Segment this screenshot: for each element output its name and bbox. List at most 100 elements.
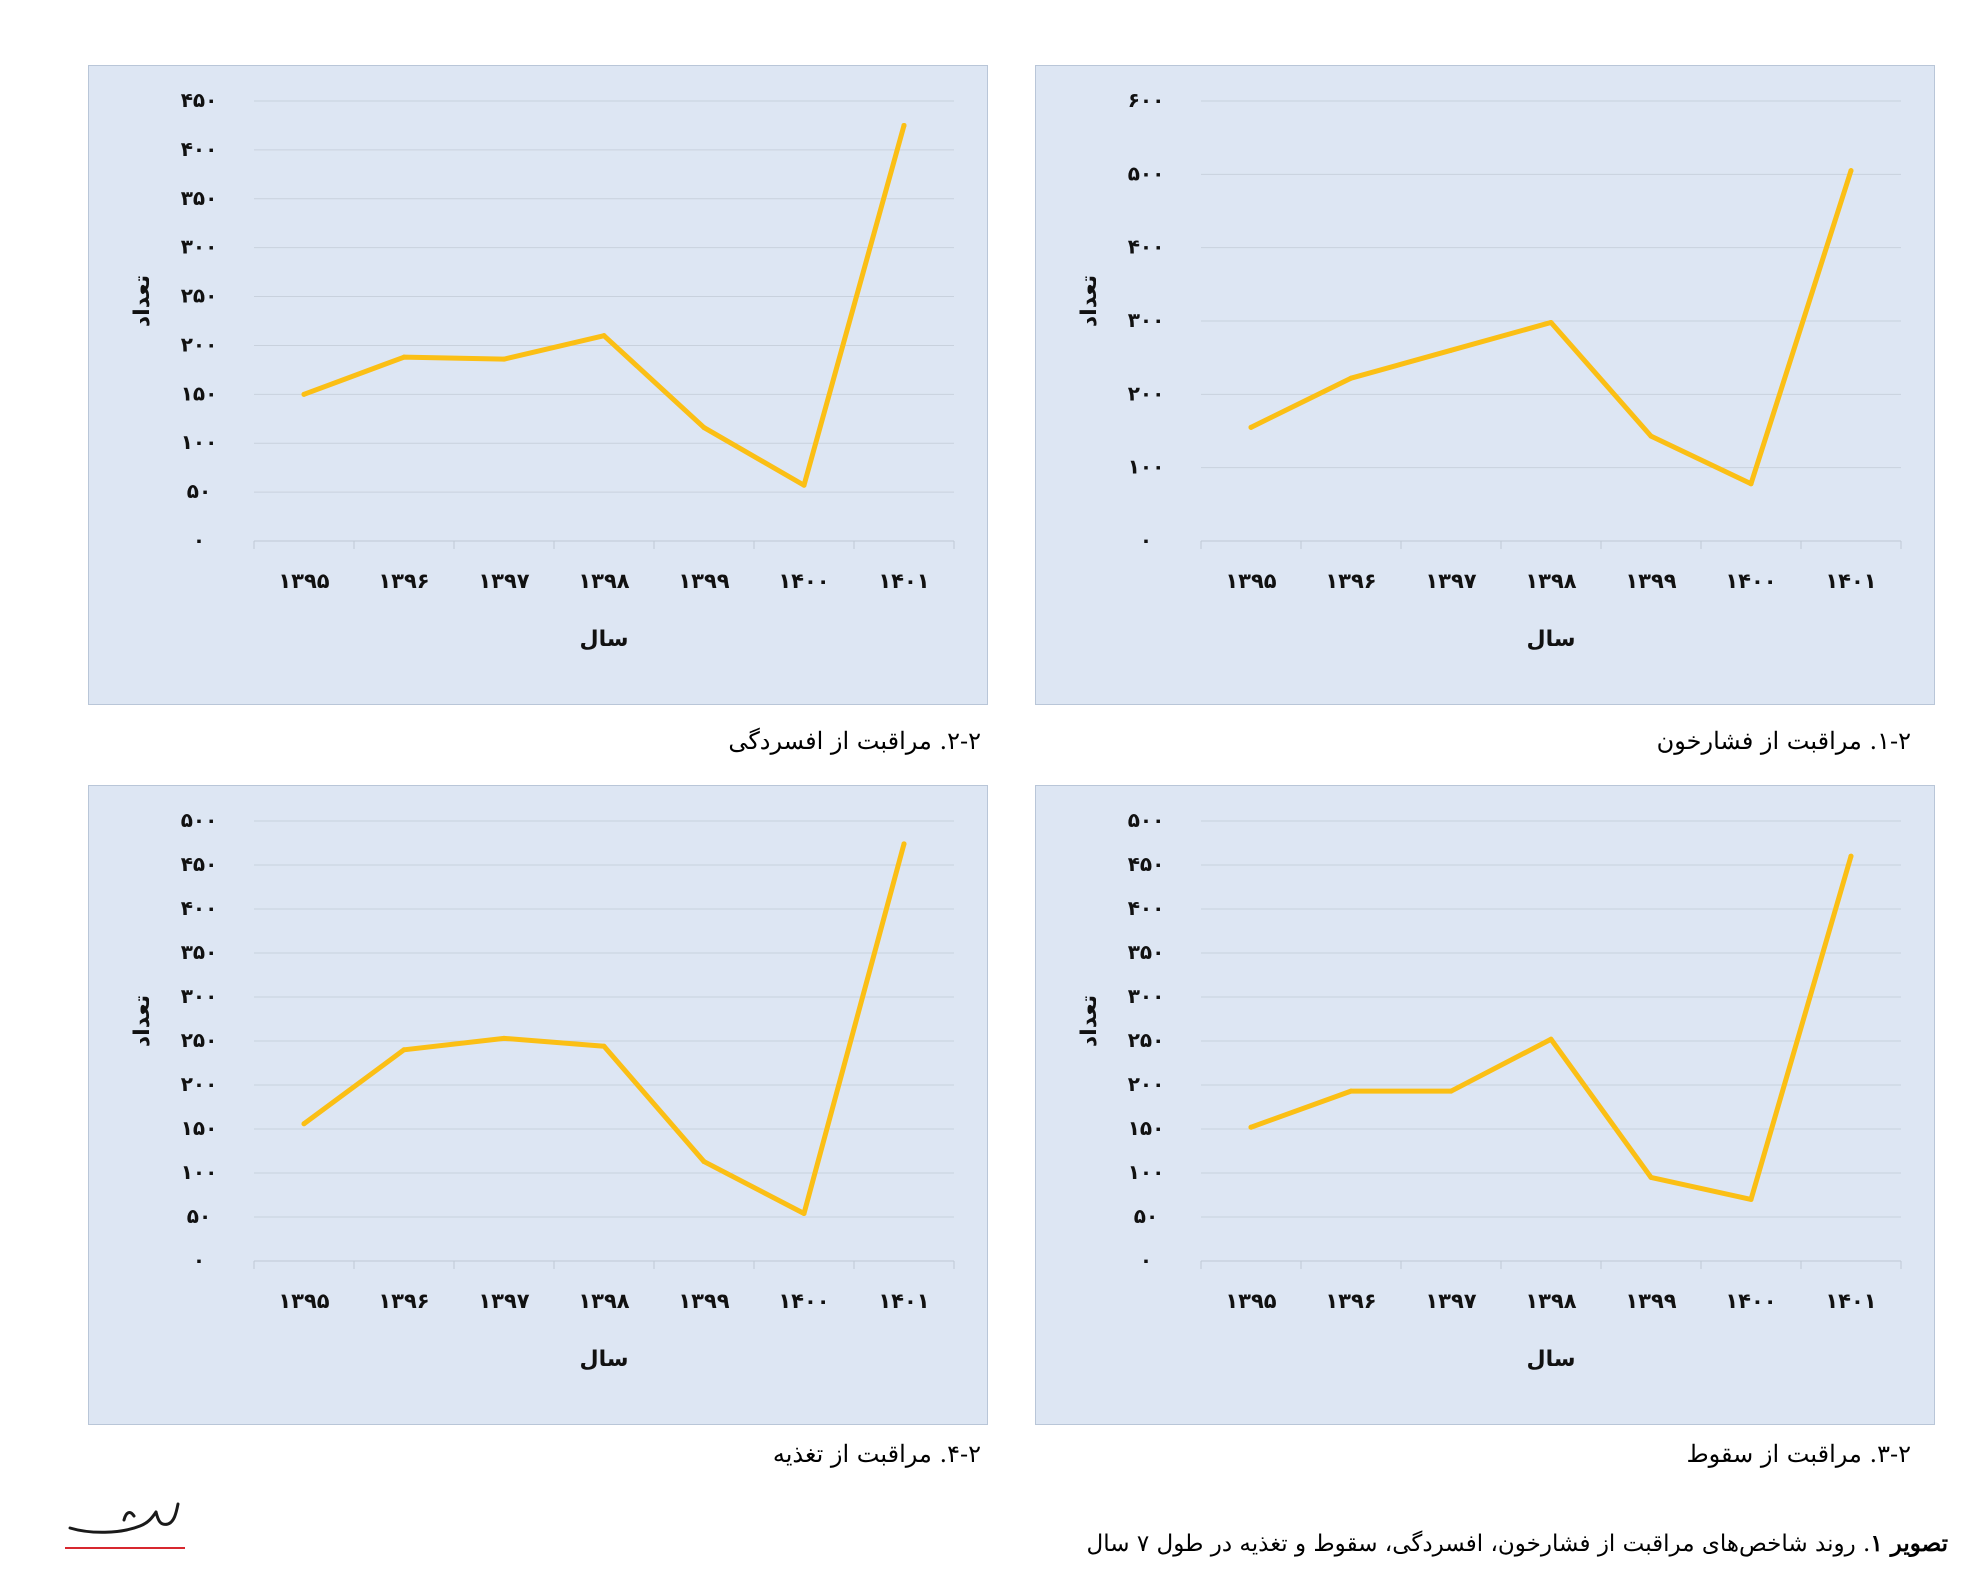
y-tick-label: ۰	[1140, 1248, 1152, 1272]
y-axis-title: تعداد	[130, 275, 155, 327]
y-tick-label: ۴۵۰	[181, 88, 218, 112]
chart-panel-blood-pressure: ۰ ۱۰۰ ۲۰۰ ۳۰۰ ۴۰۰ ۵۰۰ ۶۰۰ ۱۳۹۵ ۱۳۹۶ ۱۳۹۷ ۱۳۹۸ ۱۳۹۹ ۱…	[1035, 65, 1935, 705]
y-tick-label: ۳۰۰	[1128, 984, 1165, 1008]
x-tick-label: ۱۴۰۱	[1825, 569, 1876, 593]
data-point	[1348, 375, 1354, 381]
x-tick-label: ۱۳۹۸	[578, 569, 629, 593]
x-tick-label: ۱۳۹۸	[578, 1289, 629, 1313]
y-tick-label: ۳۵۰	[181, 940, 218, 964]
y-tick-label: ۴۰۰	[181, 137, 218, 161]
data-point	[801, 482, 807, 488]
data-point	[1648, 1174, 1654, 1180]
data-point	[701, 1159, 707, 1165]
x-tick-label: ۱۳۹۹	[1625, 569, 1676, 593]
x-tick-label: ۱۴۰۰	[1725, 1289, 1776, 1313]
data-point	[1548, 1036, 1554, 1042]
y-tick-label: ۶۰۰	[1128, 88, 1165, 112]
data-point	[1748, 481, 1754, 487]
x-axis-title: سال	[1527, 1347, 1576, 1372]
x-tick-label: ۱۳۹۸	[1525, 569, 1576, 593]
salmand-logo-mark	[65, 1502, 185, 1549]
x-tick-label: ۱۴۰۱	[878, 1289, 929, 1313]
data-point	[901, 841, 907, 847]
chart-panel-nutrition: ۰ ۵۰ ۱۰۰ ۱۵۰ ۲۰۰ ۲۵۰ ۳۰۰ ۳۵۰ ۴۰۰ ۴۵۰ ۵۰۰ ۱۳۹۵ ۱۳۹۶ ۱۳…	[88, 785, 988, 1425]
y-tick-label: ۳۰۰	[181, 984, 218, 1008]
series-line	[301, 841, 907, 1216]
data-point	[1848, 853, 1854, 859]
y-tick-label: ۲۵۰	[1128, 1028, 1165, 1052]
x-tick-label: ۱۳۹۹	[1625, 1289, 1676, 1313]
x-tick-label: ۱۴۰۱	[878, 569, 929, 593]
x-tick-label: ۱۳۹۶	[1325, 1289, 1376, 1313]
y-tick-label: ۰	[193, 1248, 205, 1272]
y-axis-title: تعداد	[1077, 275, 1102, 327]
y-tick-label: ۱۰۰	[1128, 1160, 1165, 1184]
x-tick-label: ۱۳۹۵	[1225, 1289, 1276, 1313]
x-tick-label: ۱۳۹۶	[1325, 569, 1376, 593]
x-tick-label: ۱۳۹۷	[1425, 569, 1476, 593]
y-tick-label: ۲۵۰	[181, 284, 218, 308]
y-tick-label: ۲۰۰	[181, 1072, 218, 1096]
figure-caption-label: تصویر ۱	[1870, 1530, 1948, 1557]
caption-nutrition: ۴-۲. مراقبت از تغذیه	[772, 1440, 981, 1468]
data-point	[1648, 433, 1654, 439]
y-tick-label: ۳۰۰	[181, 235, 218, 259]
data-point	[1448, 1088, 1454, 1094]
y-tick-label: ۲۰۰	[1128, 1072, 1165, 1096]
chart-depression: ۰ ۵۰ ۱۰۰ ۱۵۰ ۲۰۰ ۲۵۰ ۳۰۰ ۳۵۰ ۴۰۰ ۴۵۰ ۱۳۹۵ ۱۳۹۶ ۱۳۹۷ ۱…	[130, 88, 955, 652]
y-tick-label: ۱۵۰	[181, 1116, 218, 1140]
y-axis-title: تعداد	[130, 995, 155, 1047]
salmand-logo	[60, 1490, 190, 1556]
chart-panel-depression: ۰ ۵۰ ۱۰۰ ۱۵۰ ۲۰۰ ۲۵۰ ۳۰۰ ۳۵۰ ۴۰۰ ۴۵۰ ۱۳۹۵ ۱۳۹۶ ۱۳۹۷ ۱…	[88, 65, 988, 705]
x-tick-label: ۱۴۰۰	[778, 1289, 829, 1313]
x-tick-label: ۱۳۹۷	[1425, 1289, 1476, 1313]
data-point	[301, 1121, 307, 1127]
series-line	[1248, 853, 1854, 1202]
x-tick-label: ۱۴۰۰	[778, 569, 829, 593]
data-point	[301, 391, 307, 397]
x-axis-title: سال	[580, 1347, 629, 1372]
chart-nutrition: ۰ ۵۰ ۱۰۰ ۱۵۰ ۲۰۰ ۲۵۰ ۳۰۰ ۳۵۰ ۴۰۰ ۴۵۰ ۵۰۰ ۱۳۹۵ ۱۳۹۶ ۱۳…	[130, 808, 955, 1372]
x-tick-label: ۱۳۹۵	[278, 1289, 329, 1313]
y-tick-label: ۵۰	[1134, 1204, 1158, 1228]
x-tick-label: ۱۳۹۵	[278, 569, 329, 593]
y-tick-label: ۱۵۰	[181, 381, 218, 405]
x-tick-label: ۱۳۹۵	[1225, 569, 1276, 593]
x-axis-title: سال	[580, 627, 629, 652]
figure-caption-text: . روند شاخص‌های مراقبت از فشارخون، افسرد…	[1086, 1531, 1871, 1557]
data-point	[701, 425, 707, 431]
series-line	[1248, 168, 1854, 487]
figure-caption: تصویر ۱. روند شاخص‌های مراقبت از فشارخون…	[848, 1530, 1948, 1558]
data-point	[601, 333, 607, 339]
data-point	[601, 1043, 607, 1049]
y-tick-label: ۱۵۰	[1128, 1116, 1165, 1140]
y-tick-label: ۳۰۰	[1128, 308, 1165, 332]
y-tick-label: ۲۵۰	[181, 1028, 218, 1052]
y-tick-label: ۱۰۰	[1128, 455, 1165, 479]
x-tick-label: ۱۳۹۶	[378, 569, 429, 593]
chart-blood-pressure: ۰ ۱۰۰ ۲۰۰ ۳۰۰ ۴۰۰ ۵۰۰ ۶۰۰ ۱۳۹۵ ۱۳۹۶ ۱۳۹۷ ۱۳۹۸ ۱۳۹۹ ۱…	[1077, 88, 1902, 652]
y-tick-label: ۴۵۰	[1128, 852, 1165, 876]
chart-panel-falls: ۰ ۵۰ ۱۰۰ ۱۵۰ ۲۰۰ ۲۵۰ ۳۰۰ ۳۵۰ ۴۰۰ ۴۵۰ ۵۰۰ ۱۳۹۵ ۱۳۹۶ ۱۳…	[1035, 785, 1935, 1425]
y-tick-label: ۲۰۰	[1128, 381, 1165, 405]
data-point	[1248, 424, 1254, 430]
x-tick-label: ۱۳۹۸	[1525, 1289, 1576, 1313]
x-axis-title: سال	[1527, 627, 1576, 652]
data-point	[1248, 1124, 1254, 1130]
y-tick-label: ۵۰	[187, 479, 211, 503]
data-point	[1348, 1088, 1354, 1094]
x-tick-label: ۱۳۹۹	[678, 569, 729, 593]
y-tick-label: ۵۰۰	[1128, 161, 1165, 185]
data-point	[901, 122, 907, 128]
y-tick-label: ۴۰۰	[1128, 896, 1165, 920]
data-point	[1448, 347, 1454, 353]
data-point	[501, 356, 507, 362]
data-point	[401, 354, 407, 360]
y-tick-label: ۵۰۰	[1128, 808, 1165, 832]
data-point	[1848, 168, 1854, 174]
x-tick-label: ۱۴۰۰	[1725, 569, 1776, 593]
caption-depression: ۲-۲. مراقبت از افسردگی	[728, 727, 981, 755]
y-tick-label: ۴۵۰	[181, 852, 218, 876]
y-tick-label: ۰	[193, 528, 205, 552]
x-tick-label: ۱۴۰۱	[1825, 1289, 1876, 1313]
